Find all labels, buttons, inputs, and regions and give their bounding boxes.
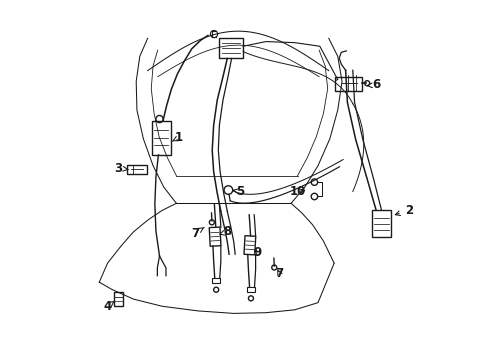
Text: 1: 1 xyxy=(172,131,183,144)
Text: 9: 9 xyxy=(252,246,261,259)
Text: 10: 10 xyxy=(289,185,305,198)
Text: 7: 7 xyxy=(190,226,204,239)
Bar xyxy=(209,227,221,246)
Bar xyxy=(212,278,220,283)
Bar xyxy=(218,38,243,58)
Text: 3: 3 xyxy=(114,162,128,175)
Text: 7: 7 xyxy=(275,267,283,280)
Bar xyxy=(244,236,255,255)
Bar xyxy=(246,287,254,292)
Text: 2: 2 xyxy=(394,204,412,217)
Bar xyxy=(152,121,170,155)
Text: 4: 4 xyxy=(103,300,114,313)
Bar xyxy=(114,292,123,306)
Bar xyxy=(334,77,361,91)
Text: 6: 6 xyxy=(366,78,380,91)
Bar xyxy=(371,210,390,237)
Bar xyxy=(126,165,147,174)
Text: 5: 5 xyxy=(233,185,244,198)
Text: 8: 8 xyxy=(219,225,231,238)
